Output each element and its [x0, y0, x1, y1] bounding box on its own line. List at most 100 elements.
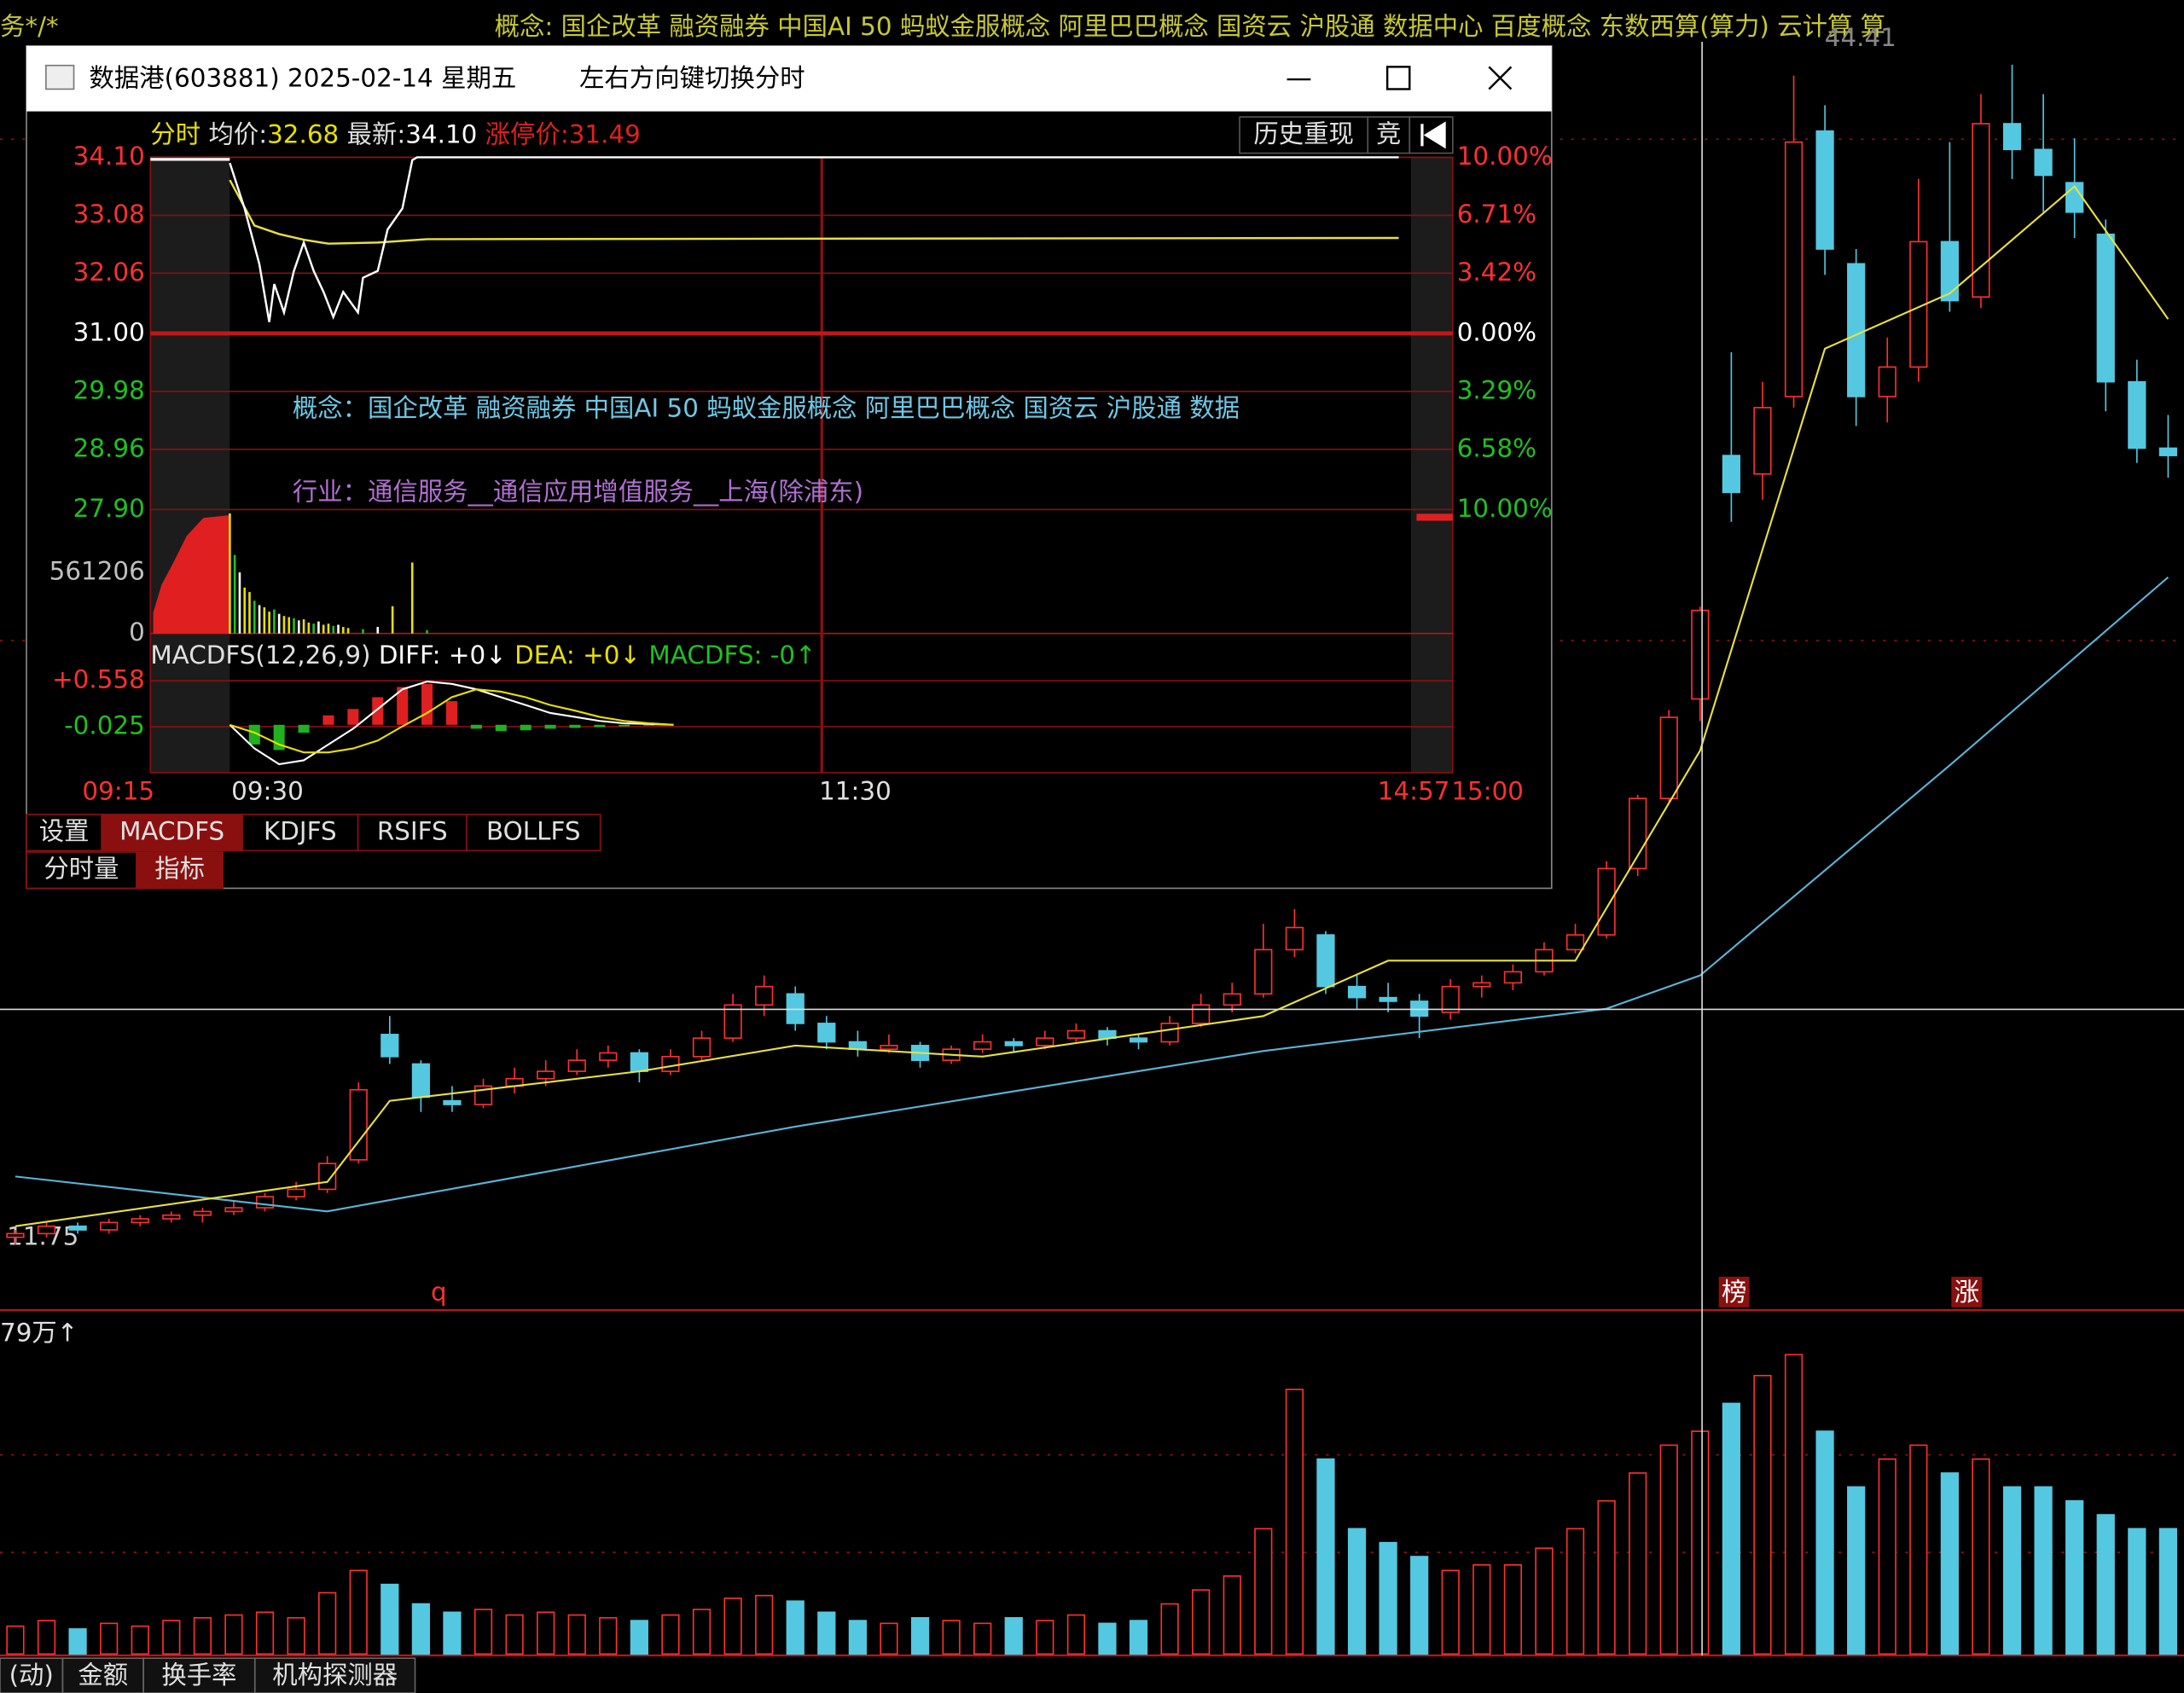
auction-button-label[interactable]: 竞	[1376, 119, 1401, 148]
candle-body	[349, 1088, 368, 1161]
volume-bar	[661, 1614, 680, 1655]
bottom-tab-label[interactable]: (动)	[9, 1661, 54, 1690]
indicator-tab-label[interactable]: 设置	[39, 817, 90, 846]
rewind-icon[interactable]	[1420, 121, 1446, 149]
candle-body	[599, 1052, 618, 1061]
volume-bar	[411, 1603, 431, 1655]
candle-body	[2096, 233, 2115, 383]
indicator-tab-label[interactable]: MACDFS	[119, 817, 224, 846]
candle-body	[786, 993, 804, 1024]
bottom-tab[interactable]	[61, 1657, 144, 1693]
industry-text: 行业：通信服务__通信应用增值服务__上海(除浦东)	[293, 477, 863, 506]
candle-body	[1815, 130, 1834, 250]
macd-bar	[298, 724, 310, 733]
price-tick-label: 33.08	[73, 200, 145, 229]
header: 分时 均价:32.68 最新:34.10 涨停价:31.49	[150, 119, 640, 148]
indicator-tab-label[interactable]: BOLLFS	[486, 817, 581, 846]
price-tick-label: 34.10	[73, 142, 145, 171]
indicator-tab[interactable]	[101, 814, 243, 852]
candle-body	[1972, 123, 1990, 299]
volume-bar	[162, 1620, 181, 1655]
history-button-label[interactable]: 历史重现	[1253, 119, 1354, 148]
volume-bar	[1878, 1458, 1896, 1655]
volume-bar	[1129, 1620, 1148, 1655]
candle-body	[817, 1023, 836, 1043]
price-line	[229, 156, 1399, 322]
macd-dea: DEA: +0↓	[514, 640, 641, 669]
bottom-tab-label[interactable]: 金额	[78, 1661, 128, 1690]
price-tick-label: 27.90	[73, 494, 145, 523]
macd-title: MACDFS(12,26,9) DIFF: +0↓ DEA: +0↓ MACDF…	[150, 640, 816, 669]
panel-tab[interactable]	[26, 851, 137, 890]
candle-body	[1503, 971, 1522, 984]
bottom-tab[interactable]	[142, 1657, 256, 1693]
close-shade	[1410, 157, 1453, 773]
candle-body	[1036, 1037, 1054, 1047]
panel-tab-label[interactable]: 分时量	[44, 855, 119, 884]
last-label: 最新:	[347, 119, 406, 148]
candle-body	[1472, 982, 1491, 988]
marker: q	[431, 1278, 447, 1307]
time-label: 11:30	[819, 776, 892, 805]
volume-tick-label: 0	[129, 617, 145, 646]
volume-bar	[68, 1628, 87, 1655]
macd-bar	[397, 687, 409, 725]
volume-bar	[848, 1620, 867, 1655]
volume-bar	[1629, 1472, 1647, 1655]
volume-bar	[1316, 1458, 1335, 1655]
window-title: 数据港(603881) 2025-02-14 星期五	[89, 64, 516, 93]
candle-body	[131, 1218, 149, 1224]
panel-tab[interactable]	[136, 851, 224, 890]
price-tick-label: 28.96	[73, 433, 145, 462]
close-button[interactable]	[1488, 66, 1513, 90]
macd-bar	[594, 724, 606, 728]
candle-body	[1004, 1041, 1023, 1047]
limit-price: 涨停价:31.49	[485, 119, 641, 148]
candle-body	[287, 1188, 305, 1197]
maximize-button[interactable]	[1385, 66, 1411, 90]
macd-bar	[322, 715, 334, 725]
volume-bar	[1066, 1614, 1085, 1655]
candle-body	[1691, 609, 1710, 700]
candle-body	[1316, 934, 1335, 988]
candle-body	[1285, 926, 1304, 951]
indicator-tab[interactable]	[466, 814, 601, 852]
volume-bar	[1597, 1499, 1616, 1655]
pct-tick-label: 0.00%	[1457, 317, 1536, 346]
bottom-tab-label[interactable]: 换手率	[161, 1661, 236, 1690]
macd-bar	[347, 709, 359, 725]
candle-body	[1379, 996, 1397, 1002]
volume-bar	[100, 1622, 119, 1655]
bottom-tab[interactable]	[253, 1657, 416, 1693]
pct-tick-label: 6.71%	[1457, 200, 1536, 229]
top-left-label: 务*/*	[0, 12, 59, 41]
candle-body	[1441, 985, 1460, 1013]
bottom-tab-label[interactable]: 机构探测器	[272, 1661, 398, 1690]
macd-name: MACDFS(12,26,9)	[150, 640, 370, 669]
avg-price-line	[229, 179, 1399, 245]
volume-bar	[380, 1583, 399, 1655]
volume-bar	[567, 1614, 586, 1655]
macd-bar	[421, 683, 433, 725]
volume-bar	[1223, 1575, 1241, 1655]
candle-body	[880, 1045, 898, 1050]
avg-value: 32.68	[267, 119, 339, 148]
pct-tick-label: 3.29%	[1457, 375, 1536, 404]
pct-tick-label: 6.58%	[1457, 433, 1536, 462]
time-label: 14:57	[1378, 776, 1450, 805]
volume-bar	[1691, 1430, 1710, 1655]
volume-bar	[1972, 1458, 1990, 1655]
moving-average-slow	[15, 576, 2169, 1213]
panel-tab-label[interactable]: 指标	[154, 855, 205, 884]
indicator-tab-label[interactable]: RSIFS	[377, 817, 448, 846]
last-value: 34.10	[405, 119, 477, 148]
volume-bar	[2002, 1486, 2022, 1655]
indicator-tab-label[interactable]: KDJFS	[264, 817, 337, 846]
volume-bar	[1098, 1622, 1117, 1655]
macd-bar	[372, 697, 384, 725]
diff-line	[229, 680, 674, 766]
indicator-tab[interactable]	[241, 814, 359, 852]
volume-bar	[1472, 1564, 1491, 1655]
volume-bar	[1254, 1528, 1273, 1655]
